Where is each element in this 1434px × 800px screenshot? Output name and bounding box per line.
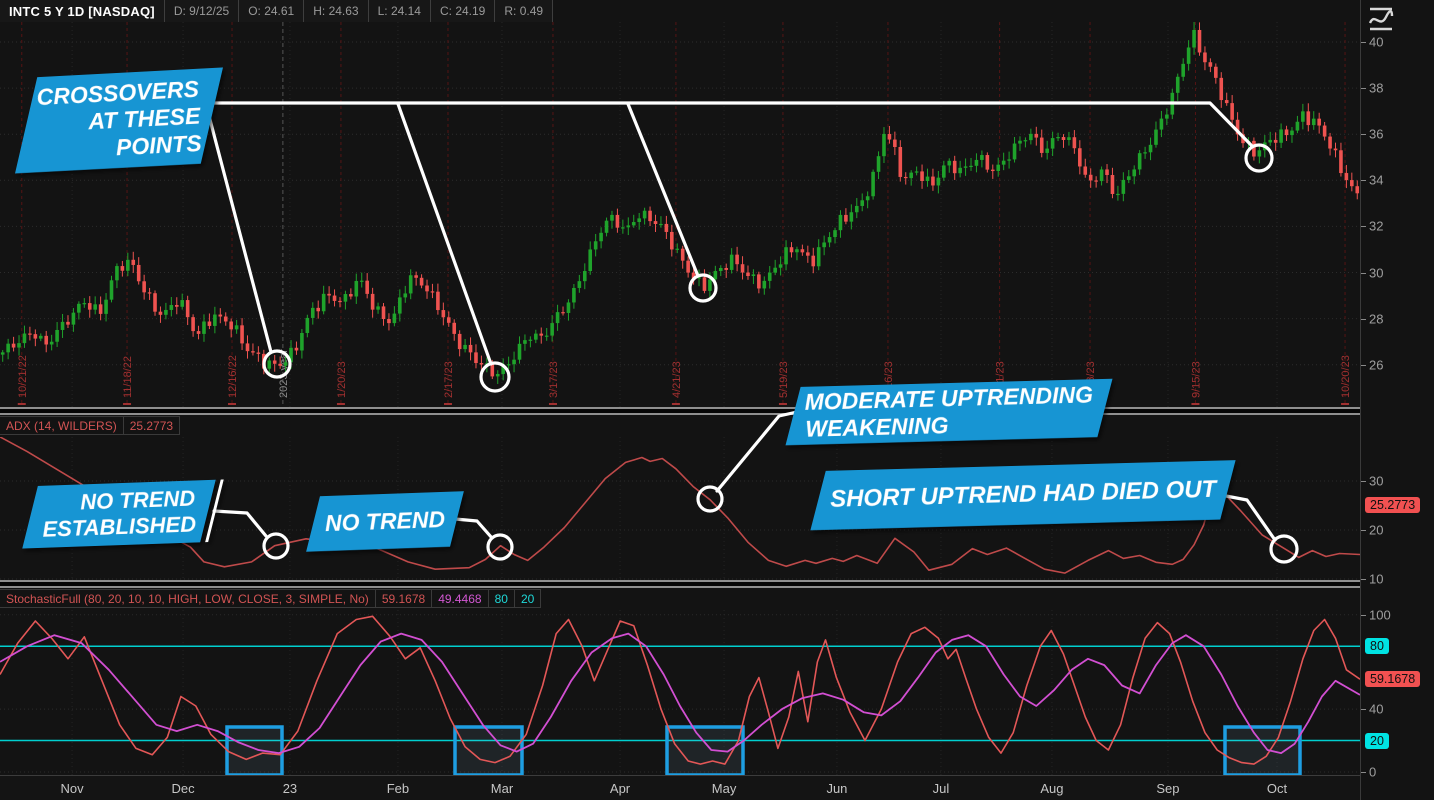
stochastic-study-label[interactable]: StochasticFull (80, 20, 10, 10, HIGH, LO… — [0, 589, 376, 608]
svg-text:10/20/23: 10/20/23 — [1340, 355, 1352, 398]
axis-tick — [1361, 318, 1366, 320]
adx-value: 25.2773 — [122, 416, 181, 435]
axis-tick — [1361, 88, 1366, 90]
axis-tick — [1361, 709, 1366, 711]
svg-text:3/17/23: 3/17/23 — [548, 361, 560, 398]
axis-tick — [1361, 481, 1366, 482]
time-axis-strip[interactable]: Nov Dec 23 Feb Mar Apr May Jun Jul Aug Sep Oct — [0, 775, 1434, 800]
svg-text:9/15/23: 9/15/23 — [1190, 361, 1202, 398]
svg-text:5/19/23: 5/19/23 — [778, 361, 790, 398]
axis-tick-label: 26 — [1369, 357, 1384, 373]
month-label: Jul — [932, 781, 950, 796]
month-label: Mar — [490, 781, 514, 796]
adx-label-row: ADX (14, WILDERS) 25.2773 — [0, 416, 181, 435]
chart-style-icon[interactable] — [1366, 2, 1396, 34]
axis-tick — [1361, 180, 1366, 182]
svg-text:4/21/23: 4/21/23 — [671, 361, 683, 398]
header-range: R: 0.49 — [495, 0, 554, 22]
axis-tick-label: 30 — [1369, 473, 1384, 489]
axis-tick-label: 20 — [1369, 522, 1384, 538]
header-low: L: 24.14 — [369, 0, 431, 22]
stochastic-overbought-value: 80 — [487, 589, 515, 608]
month-label: 23 — [282, 781, 298, 796]
stochastic-indicator-panel[interactable] — [0, 610, 1360, 775]
svg-text:11/18/22: 11/18/22 — [122, 356, 134, 398]
month-label: Feb — [386, 781, 410, 796]
axis-tick — [1361, 579, 1366, 580]
axis-tick-label: 40 — [1369, 701, 1384, 717]
stochastic-fulld-value: 49.4468 — [431, 589, 489, 608]
stochastic-value-bubble: 59.1678 — [1365, 671, 1421, 687]
oversold-bubble: 20 — [1365, 732, 1389, 749]
month-label: Oct — [1266, 781, 1288, 796]
callout-crossovers[interactable]: CROSSOVERS AT THESE POINTS — [15, 67, 229, 174]
axis-tick-label: 30 — [1369, 265, 1384, 280]
stochastic-highlight-box[interactable] — [453, 725, 524, 775]
axis-tick-label: 100 — [1369, 607, 1391, 623]
right-value-axis[interactable]: 40 38 36 34 32 30 28 26 30 20 10 100 40 0 25.2773 80 59.… — [1360, 0, 1434, 800]
month-label: Aug — [1040, 781, 1064, 796]
svg-text:2023 year: 2023 year — [278, 349, 290, 398]
axis-tick-label: 0 — [1369, 764, 1377, 780]
month-label: Apr — [609, 781, 631, 796]
axis-tick-label: 34 — [1369, 172, 1384, 188]
axis-tick — [1361, 134, 1366, 136]
stochastic-highlight-box[interactable] — [1223, 725, 1302, 775]
svg-text:12/16/22: 12/16/22 — [227, 355, 239, 398]
axis-tick-label: 36 — [1369, 126, 1384, 142]
stochastic-fullk-value: 59.1678 — [374, 589, 433, 608]
chart-header: INTC 5 Y 1D [NASDAQ] D: 9/12/25 O: 24.61… — [0, 0, 554, 22]
header-date: D: 9/12/25 — [165, 0, 240, 22]
callout-moderate-uptrending-weakening[interactable]: MODERATE UPTRENDING WEAKENING — [780, 378, 1113, 446]
axis-tick — [1361, 530, 1366, 531]
month-label: Sep — [1156, 781, 1180, 796]
axis-tick-label: 40 — [1369, 34, 1384, 50]
month-label: Nov — [60, 781, 84, 796]
axis-tick-label: 38 — [1369, 80, 1384, 96]
header-close: C: 24.19 — [431, 0, 496, 22]
axis-tick — [1361, 772, 1366, 773]
month-label: Jun — [826, 781, 848, 796]
svg-text:1/20/23: 1/20/23 — [336, 361, 348, 398]
svg-text:10/21/22: 10/21/22 — [17, 355, 29, 398]
callout-no-trend[interactable]: NO TREND — [306, 491, 469, 552]
header-open: O: 24.61 — [239, 0, 305, 22]
callout-text: SHORT UPTREND HAD DIED OUT — [829, 476, 1217, 514]
axis-tick — [1361, 42, 1366, 43]
panel-separator[interactable] — [0, 580, 1434, 588]
axis-tick — [1361, 272, 1366, 274]
month-label: Dec — [171, 781, 195, 796]
callout-no-trend-established[interactable]: NO TREND ESTABLISHED — [22, 479, 224, 549]
callout-text: NO TREND — [324, 505, 446, 536]
header-high: H: 24.63 — [304, 0, 369, 22]
callout-short-uptrend-died-out[interactable]: SHORT UPTREND HAD DIED OUT — [810, 459, 1241, 531]
adx-study-label[interactable]: ADX (14, WILDERS) — [0, 416, 124, 435]
stochastic-highlight-box[interactable] — [225, 725, 284, 775]
axis-tick-label: 10 — [1369, 571, 1384, 587]
axis-tick — [1361, 364, 1366, 366]
adx-value-bubble: 25.2773 — [1365, 497, 1421, 513]
axis-tick — [1361, 614, 1366, 616]
axis-tick-label: 28 — [1369, 311, 1384, 327]
axis-tick-label: 32 — [1369, 218, 1384, 234]
stochastic-label-row: StochasticFull (80, 20, 10, 10, HIGH, LO… — [0, 589, 542, 608]
month-label: May — [711, 781, 737, 796]
overbought-bubble: 80 — [1365, 638, 1389, 655]
symbol-title: INTC 5 Y 1D [NASDAQ] — [0, 0, 165, 22]
svg-text:2/17/23: 2/17/23 — [443, 361, 455, 398]
panel-separator[interactable] — [0, 407, 1434, 415]
stochastic-oversold-value: 20 — [513, 589, 542, 608]
axis-tick — [1361, 226, 1366, 228]
callout-text: ESTABLISHED — [42, 511, 197, 542]
